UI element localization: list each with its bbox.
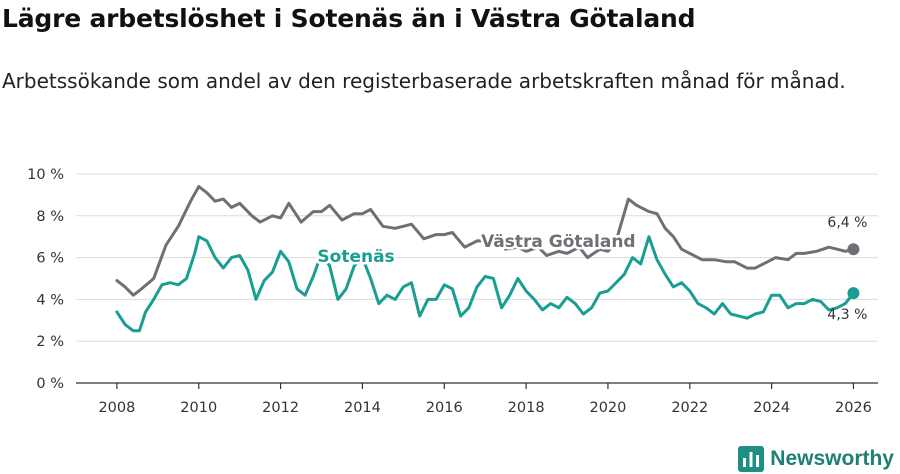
y-tick-label: 0 % xyxy=(36,376,64,392)
x-tick-label: 2022 xyxy=(671,400,708,416)
series-endpoint-0 xyxy=(847,243,860,256)
y-tick-label: 6 % xyxy=(36,251,64,267)
series-end-label-1: 4,3 % xyxy=(827,307,867,323)
y-tick-label: 10 % xyxy=(27,167,64,183)
gridlines xyxy=(76,173,878,342)
series-labels: 6,4 % Västra Götaland 4,3 % Sotenäs xyxy=(315,215,868,323)
series-end-label-0: 6,4 % xyxy=(827,215,867,231)
x-tick-label: 2016 xyxy=(426,400,463,416)
y-tick-label: 8 % xyxy=(36,209,64,225)
chart-subtitle: Arbetssökande som andel av den registerb… xyxy=(2,69,846,93)
y-axis: 0 % 2 % 4 % 6 % 8 % 10 % xyxy=(27,167,64,392)
brand-name: Newsworthy xyxy=(770,447,894,470)
x-tick-label: 2018 xyxy=(508,400,545,416)
x-tick-label: 2026 xyxy=(835,400,872,416)
chart-title: Lägre arbetslöshet i Sotenäs än i Västra… xyxy=(2,4,696,33)
x-tick-label: 2010 xyxy=(180,400,217,416)
newsworthy-logo-icon xyxy=(738,446,765,472)
x-tick-label: 2008 xyxy=(98,400,135,416)
x-tick-label: 2020 xyxy=(589,400,626,416)
x-tick-label: 2014 xyxy=(344,400,381,416)
brand: Newsworthy xyxy=(738,446,894,472)
x-tick-label: 2024 xyxy=(753,400,790,416)
series-label-1: Sotenäs xyxy=(317,247,394,267)
series-label-0: Västra Götaland xyxy=(481,232,636,252)
series-endpoint-1 xyxy=(847,287,860,300)
x-axis: 2008 2010 2012 2014 2016 2018 2020 2022 2024 2026 xyxy=(98,383,872,416)
series-line-1 xyxy=(115,235,855,333)
series-lines xyxy=(115,185,860,333)
series-line-0 xyxy=(115,185,855,297)
y-tick-label: 2 % xyxy=(36,334,64,350)
x-tick-label: 2012 xyxy=(262,400,299,416)
y-tick-label: 4 % xyxy=(36,292,64,308)
